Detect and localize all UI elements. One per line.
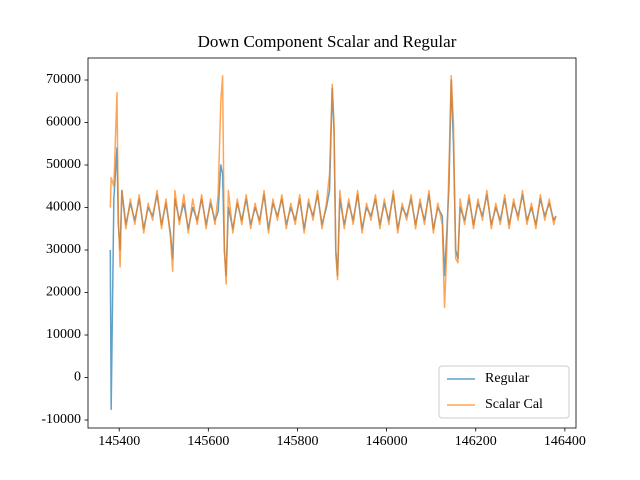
y-tick-label: 10000	[46, 327, 81, 342]
plot-frame	[87, 57, 577, 429]
y-tick-label: 40000	[46, 200, 81, 215]
x-tick-label: 146200	[455, 434, 497, 449]
y-tick-label: 50000	[46, 157, 81, 172]
y-tick-label: 30000	[46, 242, 81, 257]
y-tick-label: 20000	[46, 285, 81, 300]
x-tick-label: 146400	[544, 434, 586, 449]
y-tick-label: -10000	[41, 412, 81, 427]
legend-label: Regular	[485, 371, 530, 386]
x-tick-label: 145400	[98, 434, 140, 449]
x-tick-label: 145600	[187, 434, 229, 449]
chart-title: Down Component Scalar and Regular	[198, 32, 457, 51]
y-tick-label: 70000	[46, 72, 81, 87]
legend-label: Scalar Cal	[485, 397, 543, 412]
x-tick-label: 145800	[276, 434, 318, 449]
y-tick-label: 0	[74, 370, 81, 385]
x-tick-label: 146000	[366, 434, 408, 449]
y-tick-label: 60000	[46, 115, 81, 130]
series-line	[109, 79, 557, 411]
series-line	[109, 75, 557, 309]
